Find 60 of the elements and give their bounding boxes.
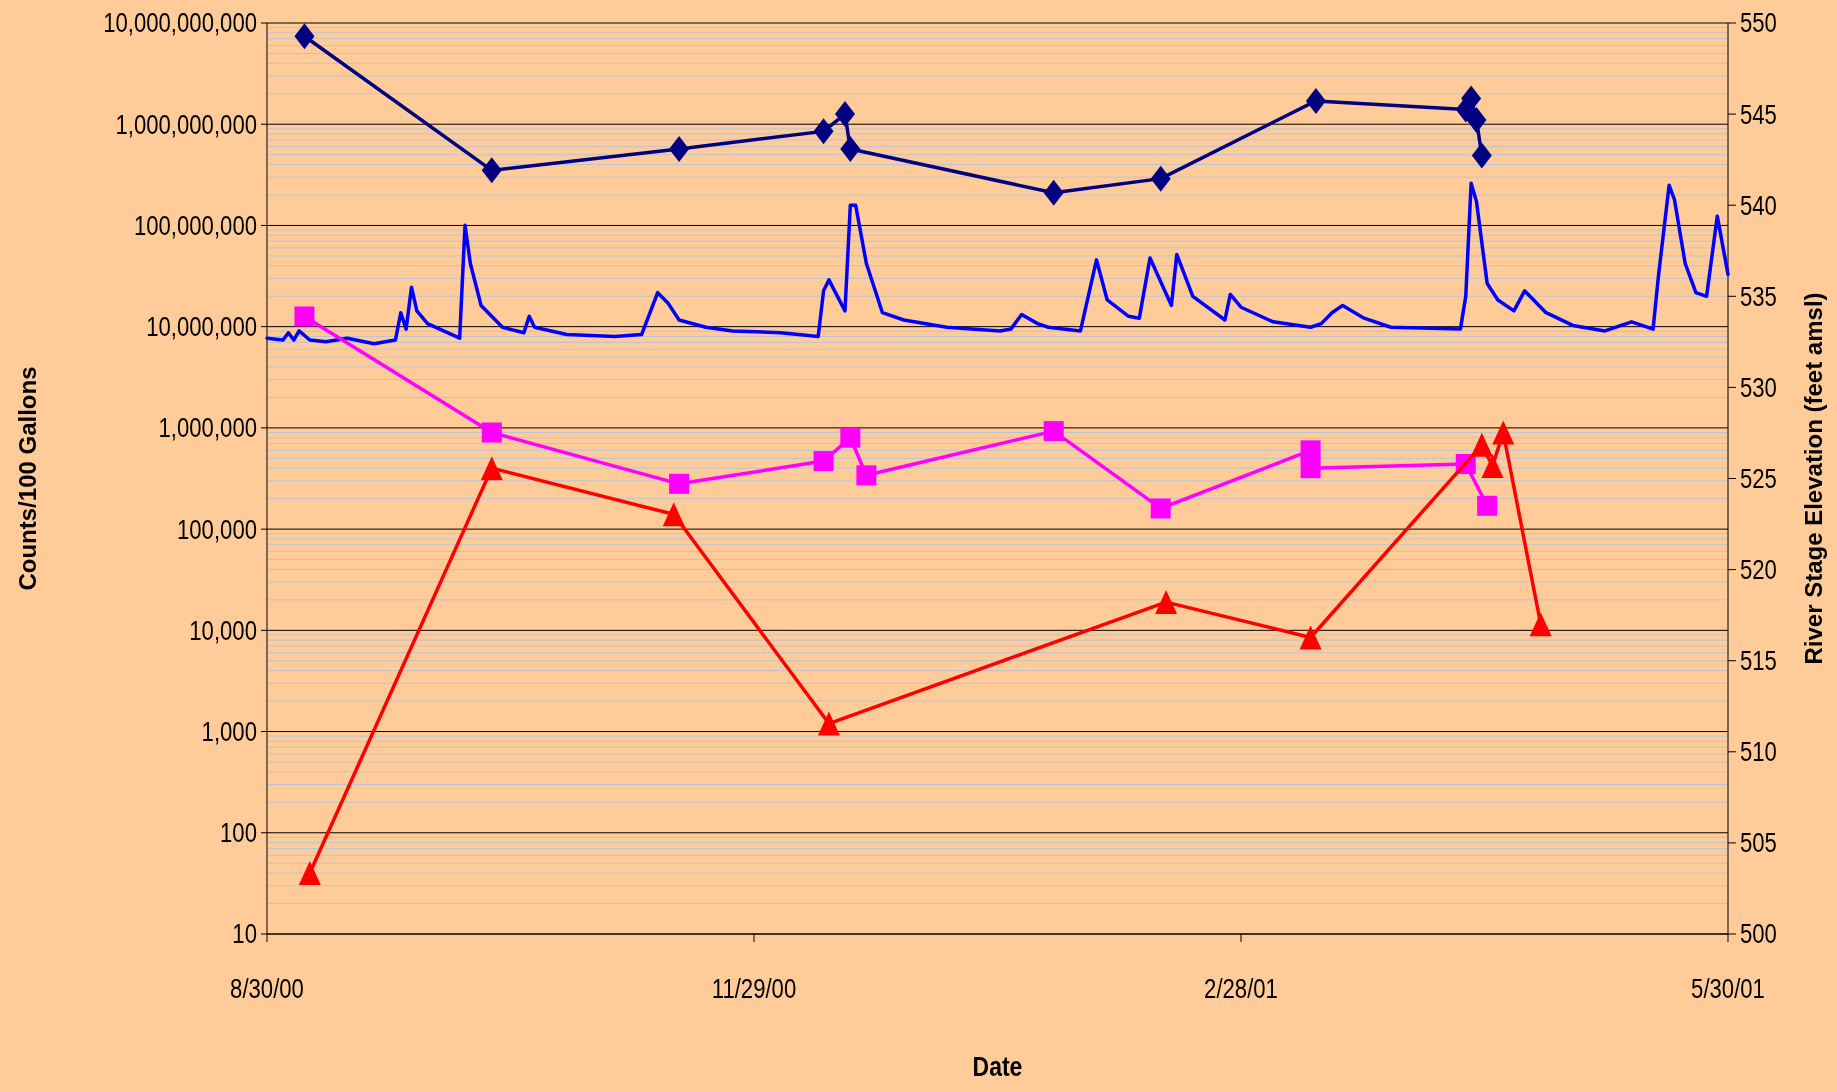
point — [669, 135, 690, 162]
point — [294, 23, 315, 50]
point — [1492, 420, 1515, 445]
point — [480, 456, 503, 481]
point — [1150, 165, 1171, 192]
point — [856, 465, 877, 486]
x-tick-label: 2/28/01 — [1204, 973, 1278, 1004]
point — [813, 118, 834, 145]
y-axis-title: Counts/100 Gallons — [14, 366, 41, 591]
point — [840, 135, 861, 162]
point — [817, 711, 840, 736]
y-tick-label: 100,000 — [177, 514, 257, 545]
point — [840, 427, 861, 448]
y2-tick-label: 545 — [1740, 99, 1777, 130]
point — [1471, 142, 1492, 169]
y2-tick-label: 530 — [1740, 372, 1777, 403]
point — [481, 422, 502, 443]
y2-tick-label: 550 — [1740, 8, 1777, 38]
y2-tick-label: 515 — [1740, 646, 1777, 676]
y-tick-label: 10,000,000 — [146, 312, 257, 342]
point — [1466, 107, 1487, 134]
y-tick-label: 1,000,000 — [158, 413, 257, 443]
x-axis-title: Date — [972, 1050, 1023, 1082]
point — [481, 157, 502, 184]
point — [1300, 440, 1321, 461]
point — [1299, 625, 1322, 650]
y2-tick-label: 525 — [1740, 463, 1777, 494]
point — [1481, 454, 1504, 479]
point — [662, 502, 685, 527]
y-tick-label: 10 — [232, 919, 257, 949]
point — [1529, 612, 1552, 637]
y-tick-label: 10,000 — [189, 615, 257, 646]
y2-tick-label: 500 — [1740, 919, 1777, 949]
point — [1477, 495, 1498, 516]
point — [1150, 498, 1171, 519]
y2-axis-title: River Stage Elevation (feet amsl) — [1800, 292, 1827, 665]
y-tick-label: 1,000,000,000 — [115, 109, 257, 140]
point — [813, 451, 834, 472]
point — [834, 101, 855, 128]
point — [1470, 432, 1493, 457]
x-tick-label: 8/30/00 — [230, 973, 304, 1004]
point — [1300, 458, 1321, 479]
x-tick-label: 11/29/00 — [711, 973, 797, 1004]
y2-tick-label: 540 — [1740, 190, 1777, 221]
y-tick-label: 100,000,000 — [133, 210, 257, 241]
point — [1155, 590, 1178, 615]
point — [669, 473, 690, 494]
y2-tick-label: 535 — [1740, 281, 1777, 312]
y2-tick-label: 520 — [1740, 554, 1777, 585]
y2-tick-label: 505 — [1740, 828, 1777, 858]
point — [1043, 179, 1064, 206]
y2-tick-label: 510 — [1740, 737, 1777, 767]
point — [1305, 87, 1326, 114]
point — [1043, 421, 1064, 442]
y-tick-label: 1,000 — [201, 716, 257, 747]
y-tick-label: 10,000,000,000 — [103, 8, 257, 38]
point — [294, 306, 315, 327]
y-tick-label: 100 — [220, 818, 257, 848]
x-tick-label: 5/30/01 — [1691, 973, 1765, 1004]
point — [298, 861, 321, 886]
